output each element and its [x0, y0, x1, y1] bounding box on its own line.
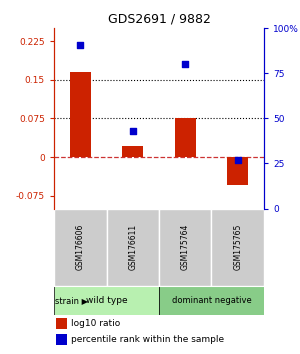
Bar [56, 318, 67, 329]
Bar [70, 72, 91, 157]
Text: GSM175764: GSM175764 [181, 224, 190, 270]
Point [78, 42, 83, 47]
Bar [227, 157, 248, 185]
Text: log10 ratio: log10 ratio [71, 319, 120, 328]
Bar [54, 209, 106, 286]
Bar [212, 209, 264, 286]
Text: strain ▶: strain ▶ [55, 296, 88, 305]
Bar [175, 119, 196, 157]
Title: GDS2691 / 9882: GDS2691 / 9882 [108, 13, 210, 26]
Text: percentile rank within the sample: percentile rank within the sample [71, 335, 224, 344]
Text: dominant negative: dominant negative [172, 296, 251, 305]
Text: GSM176606: GSM176606 [76, 224, 85, 270]
Bar [56, 334, 67, 345]
Point [130, 128, 135, 134]
Bar [159, 209, 211, 286]
Text: GSM176611: GSM176611 [128, 224, 137, 270]
Text: GSM175765: GSM175765 [233, 224, 242, 270]
Text: wild type: wild type [86, 296, 127, 305]
Point [183, 62, 188, 67]
Bar [106, 209, 159, 286]
Bar [159, 286, 264, 315]
Bar [54, 286, 159, 315]
Bar [122, 146, 143, 157]
Point [235, 157, 240, 163]
